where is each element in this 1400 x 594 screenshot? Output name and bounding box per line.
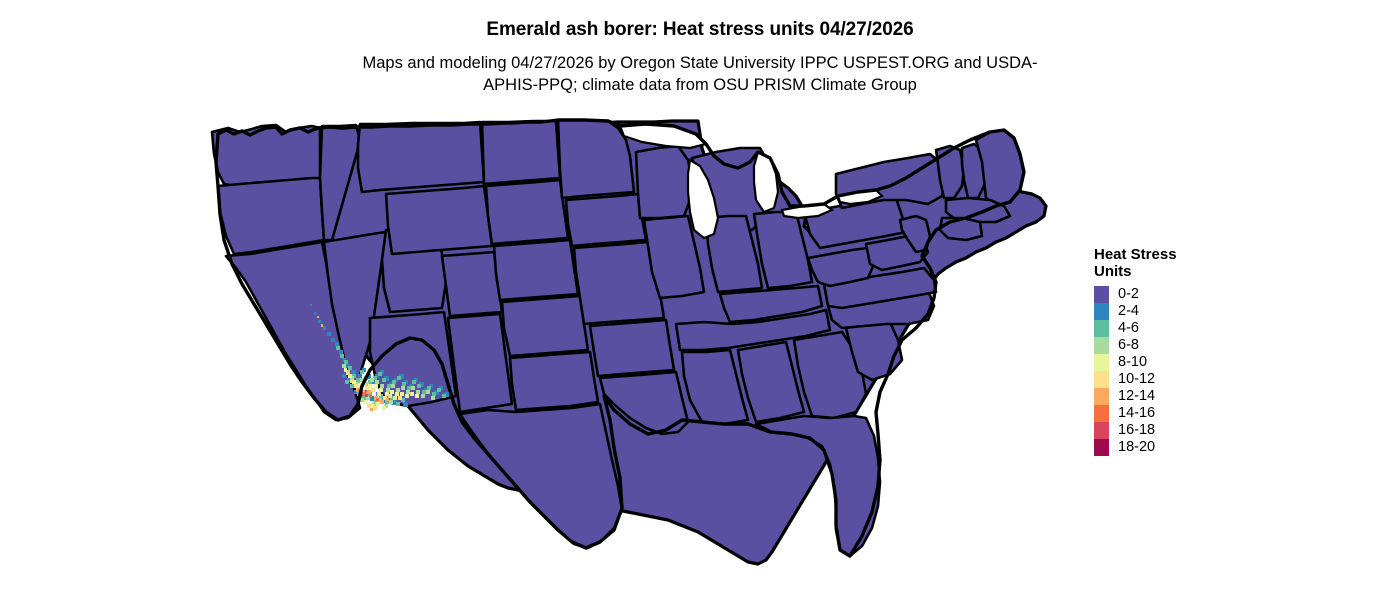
state-il: [642, 214, 706, 300]
state-ar: [588, 318, 676, 378]
state-ok: [508, 350, 600, 412]
lake-michigan: [686, 158, 720, 240]
legend-row[interactable]: 2-4: [1094, 303, 1214, 320]
state-la: [598, 370, 690, 436]
legend: Heat Stress Units 0-2 2-4 4-6 6-8 8-10: [1094, 246, 1214, 456]
legend-rows: 0-2 2-4 4-6 6-8 8-10 10-12: [1094, 286, 1214, 456]
legend-label-18-20: 18-20: [1118, 439, 1156, 455]
us-heat-stress-map: [190, 112, 1090, 594]
state-nm: [446, 312, 514, 414]
state-ct: [938, 216, 984, 242]
legend-swatch-14-16: [1094, 405, 1109, 422]
state-mt: [356, 120, 486, 194]
map-panel: [190, 112, 1090, 594]
hotspot-coastal-flecks: [310, 304, 321, 323]
legend-row[interactable]: 0-2: [1094, 286, 1214, 303]
legend-row[interactable]: 10-12: [1094, 371, 1214, 388]
state-or: [216, 176, 326, 256]
legend-swatch-0-2: [1094, 286, 1109, 303]
state-id: [318, 123, 362, 242]
legend-label-0-2: 0-2: [1118, 286, 1139, 302]
legend-label-16-18: 16-18: [1118, 422, 1156, 438]
state-wv: [806, 246, 876, 288]
legend-row[interactable]: 8-10: [1094, 354, 1214, 371]
legend-swatch-2-4: [1094, 303, 1109, 320]
legend-row[interactable]: 12-14: [1094, 388, 1214, 405]
legend-label-4-6: 4-6: [1118, 320, 1139, 336]
state-ne: [492, 238, 580, 302]
legend-label-8-10: 8-10: [1118, 354, 1148, 370]
chart-header: Emerald ash borer: Heat stress units 04/…: [0, 0, 1400, 96]
legend-label-12-14: 12-14: [1118, 388, 1156, 404]
legend-swatch-12-14: [1094, 388, 1109, 405]
legend-label-6-8: 6-8: [1118, 337, 1139, 353]
state-nv: [322, 230, 388, 392]
legend-swatch-4-6: [1094, 320, 1109, 337]
legend-label-10-12: 10-12: [1118, 371, 1156, 387]
state-mo: [572, 240, 666, 326]
page-title: Emerald ash borer: Heat stress units 04/…: [486, 19, 914, 40]
state-al: [736, 340, 806, 424]
state-in: [704, 214, 764, 294]
state-ga: [792, 330, 868, 420]
state-wa: [210, 123, 322, 188]
state-ma: [944, 196, 1012, 224]
us-national-border: [214, 118, 1026, 558]
legend-label-2-4: 2-4: [1118, 303, 1139, 319]
chart-subtitle: Maps and modeling 04/27/2026 by Oregon S…: [362, 54, 1038, 94]
states-layer: [210, 118, 1026, 558]
legend-swatch-6-8: [1094, 337, 1109, 354]
legend-row[interactable]: 18-20: [1094, 439, 1214, 456]
legend-title: Heat Stress Units: [1094, 246, 1177, 280]
hotspot-coastal-warm-flecks: [317, 316, 323, 327]
state-sd: [484, 178, 570, 246]
legend-swatch-8-10: [1094, 354, 1109, 371]
legend-label-14-16: 14-16: [1118, 405, 1156, 421]
state-wi: [634, 144, 694, 220]
legend-swatch-18-20: [1094, 439, 1109, 456]
state-ky: [718, 284, 824, 324]
legend-row[interactable]: 16-18: [1094, 422, 1214, 439]
state-ia: [564, 192, 648, 248]
legend-row[interactable]: 4-6: [1094, 320, 1214, 337]
state-ms: [680, 348, 750, 426]
legend-swatch-16-18: [1094, 422, 1109, 439]
legend-row[interactable]: 6-8: [1094, 337, 1214, 354]
state-nd: [480, 119, 562, 186]
state-ks: [500, 294, 590, 358]
legend-swatch-10-12: [1094, 371, 1109, 388]
state-wy: [384, 184, 494, 256]
state-tn: [674, 308, 832, 352]
state-co: [440, 250, 504, 318]
legend-row[interactable]: 14-16: [1094, 405, 1214, 422]
